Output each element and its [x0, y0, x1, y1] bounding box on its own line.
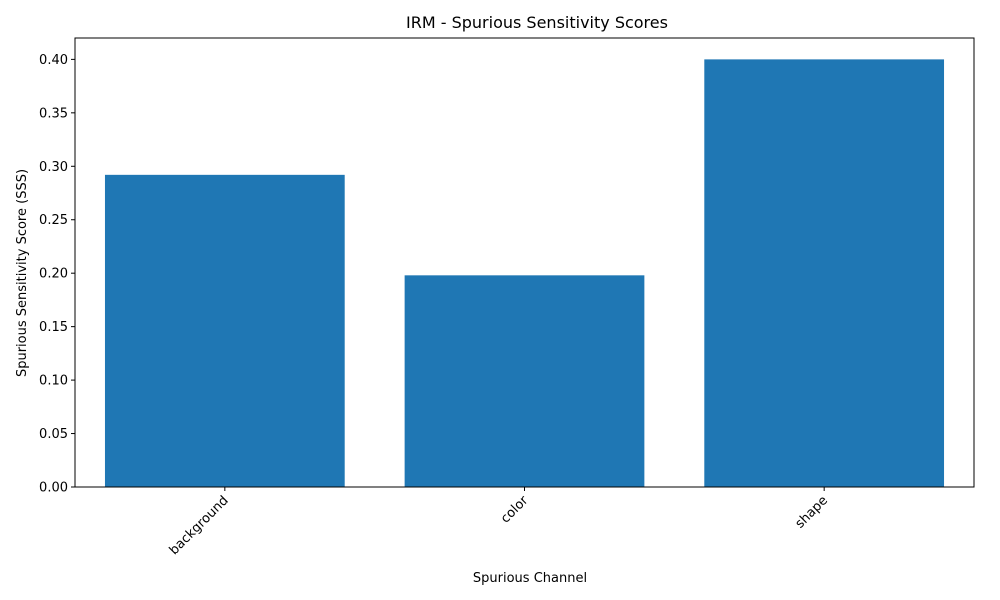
y-tick-label: 0.05	[39, 427, 68, 442]
y-tick-label: 0.15	[39, 320, 68, 335]
x-tick-label: background	[167, 493, 232, 558]
y-tick-label: 0.20	[39, 267, 68, 282]
x-axis-label: Spurious Channel	[473, 571, 587, 586]
y-tick-label: 0.10	[39, 374, 68, 389]
y-tick-label: 0.30	[39, 160, 68, 175]
bars-group	[104, 59, 945, 488]
y-axis: 0.00 0.05 0.10 0.15 0.20 0.25 0.30 0.35 0.40	[39, 53, 75, 496]
chart-title: IRM - Spurious Sensitivity Scores	[406, 13, 668, 32]
x-tick-label: color	[498, 493, 532, 527]
bar-background	[104, 174, 345, 488]
y-tick-label: 0.25	[39, 213, 68, 228]
bar-color	[404, 275, 645, 487]
y-axis-label: Spurious Sensitivity Score (SSS)	[15, 169, 30, 377]
y-tick-label: 0.00	[39, 481, 68, 496]
y-tick-label: 0.35	[39, 106, 68, 121]
y-tick-label: 0.40	[39, 53, 68, 68]
bar-shape	[704, 59, 945, 487]
x-tick-label: shape	[793, 493, 831, 531]
plot-frame	[74, 37, 975, 488]
x-axis: background color shape	[167, 487, 831, 558]
